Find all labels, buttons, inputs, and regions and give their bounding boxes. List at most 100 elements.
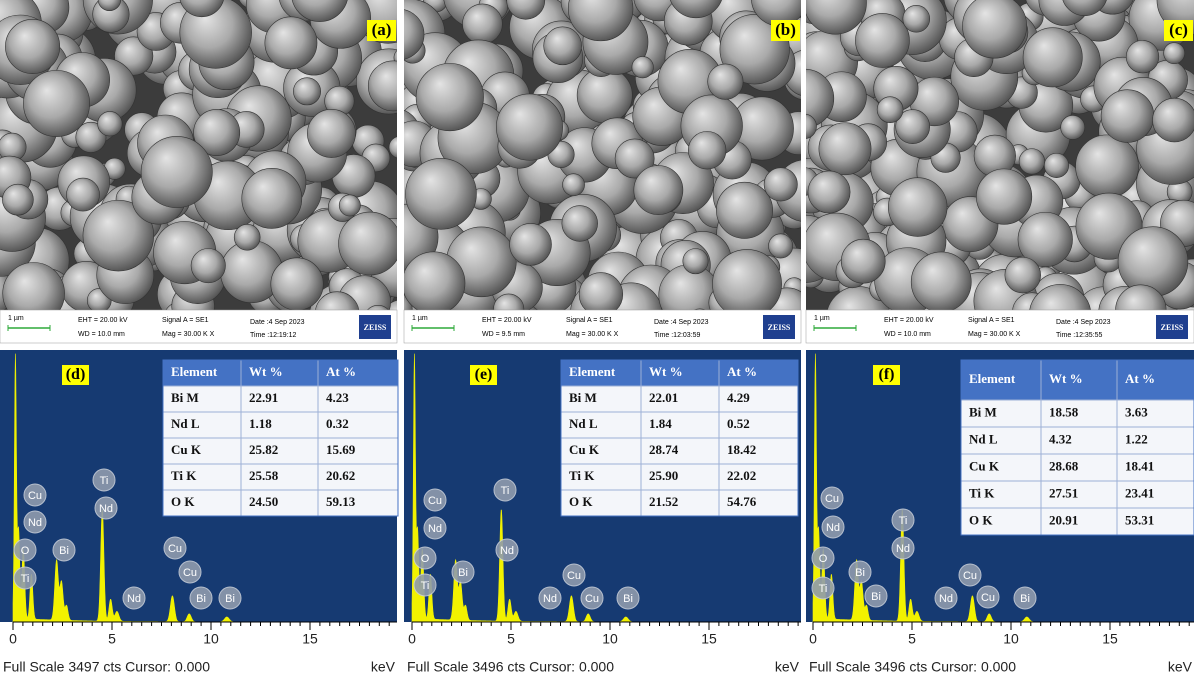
grain — [1005, 257, 1041, 293]
grain — [402, 252, 465, 315]
table-cell: 1.18 — [249, 416, 272, 431]
peak-label: Bi — [855, 567, 865, 579]
info-bar — [806, 310, 1194, 343]
table-cell: Nd L — [969, 431, 998, 446]
scale-text: 1 µm — [814, 315, 830, 322]
table-cell: 20.91 — [1049, 512, 1078, 527]
info-date: Date :4 Sep 2023 — [250, 319, 305, 326]
peak-label: Ti — [421, 580, 430, 592]
grain — [708, 64, 743, 99]
info-bar — [0, 310, 397, 343]
grain — [855, 13, 909, 67]
info-date: Date :4 Sep 2023 — [654, 319, 709, 326]
axis-tick-label: 0 — [408, 631, 416, 647]
grain — [265, 17, 317, 69]
grain — [5, 19, 59, 73]
axis-tick-label: 15 — [701, 631, 717, 647]
logo: ZEISS — [364, 323, 387, 332]
page: { "sem_panels": [ {"label": "(a)", "scal… — [0, 0, 1194, 677]
table-cell: 3.63 — [1125, 404, 1148, 419]
table-header: Wt % — [649, 364, 683, 379]
grain — [688, 131, 726, 169]
info-signal: Signal A = SE1 — [566, 317, 613, 324]
grain — [462, 4, 502, 44]
table-cell: Bi M — [171, 390, 199, 405]
sem-image — [0, 0, 427, 351]
grain — [191, 248, 225, 282]
table-cell: 28.68 — [1049, 458, 1079, 473]
table-cell: Nd L — [569, 416, 598, 431]
table-cell: 25.58 — [249, 468, 279, 483]
table-cell: 1.84 — [649, 416, 672, 431]
table-cell: 0.52 — [727, 416, 750, 431]
grain — [634, 166, 683, 215]
grain — [1061, 115, 1085, 139]
table-cell: 15.69 — [326, 442, 356, 457]
grain — [1023, 28, 1082, 87]
sem-panel: (b)1 µmEHT = 20.00 kVWD = 9.5 mmSignal A… — [371, 0, 837, 344]
table-cell: 18.41 — [1125, 458, 1154, 473]
peak-label: Nd — [939, 593, 953, 605]
sem-image — [371, 0, 837, 344]
table-header: At % — [727, 364, 757, 379]
figure: (a)1 µmEHT = 20.00 kVWD = 10.0 mmSignal … — [0, 0, 1194, 677]
grain — [416, 63, 483, 130]
peak-label: Ti — [100, 475, 109, 487]
peak-label: Bi — [623, 593, 633, 605]
grain — [406, 158, 477, 229]
sem-image — [772, 0, 1194, 351]
info-signal: Signal A = SE1 — [968, 317, 1015, 324]
table-cell: 18.58 — [1049, 404, 1079, 419]
grain — [141, 136, 212, 207]
eds-panel: 051015keVFull Scale 3496 cts Cursor: 0.0… — [404, 350, 801, 675]
panel-label: (c) — [1169, 20, 1188, 39]
peak-label: Bi — [196, 593, 206, 605]
grain — [683, 249, 708, 274]
logo: ZEISS — [1161, 323, 1184, 332]
info-signal: Signal A = SE1 — [162, 317, 209, 324]
table-cell: 4.23 — [326, 390, 349, 405]
peak-label: Cu — [428, 495, 442, 507]
table-header: Wt % — [249, 364, 283, 379]
peak-label: Nd — [543, 593, 557, 605]
scale-text: 1 µm — [412, 315, 428, 322]
axis-tick-label: 10 — [203, 631, 219, 647]
grain — [716, 182, 772, 238]
logo: ZEISS — [768, 323, 791, 332]
info-mag: Mag = 30.00 K X — [566, 331, 619, 338]
peak-label: Cu — [28, 490, 42, 502]
info-wd: WD = 10.0 mm — [78, 331, 125, 338]
peak-label: Nd — [826, 522, 840, 534]
table-cell: 21.52 — [649, 494, 678, 509]
grain — [888, 178, 947, 237]
scale-text: 1 µm — [8, 315, 24, 322]
grain — [976, 169, 1031, 224]
peak-label: Nd — [896, 543, 910, 555]
table-header: At % — [326, 364, 356, 379]
info-eht: EHT = 20.00 kV — [884, 317, 934, 324]
grain — [510, 223, 552, 265]
grain — [1044, 153, 1068, 177]
axis-tick-label: 5 — [908, 631, 916, 647]
info-mag: Mag = 30.00 K X — [968, 331, 1021, 338]
table-cell: 0.32 — [326, 416, 349, 431]
grain — [877, 97, 903, 123]
grain — [271, 258, 323, 310]
peak-label: Ti — [501, 485, 510, 497]
grain — [66, 178, 99, 211]
peak-label: Cu — [168, 543, 182, 555]
grain — [293, 78, 320, 105]
axis-tick-label: 15 — [1102, 631, 1118, 647]
table-cell: 53.31 — [1125, 512, 1154, 527]
table-header: At % — [1125, 371, 1155, 386]
info-time: Time :12:03:59 — [654, 332, 701, 339]
table-cell: 22.02 — [727, 468, 756, 483]
info-eht: EHT = 20.00 kV — [78, 317, 128, 324]
peak-label: Bi — [871, 591, 881, 603]
grain — [764, 168, 797, 201]
footer: Full Scale 3497 cts Cursor: 0.000 — [3, 659, 210, 675]
